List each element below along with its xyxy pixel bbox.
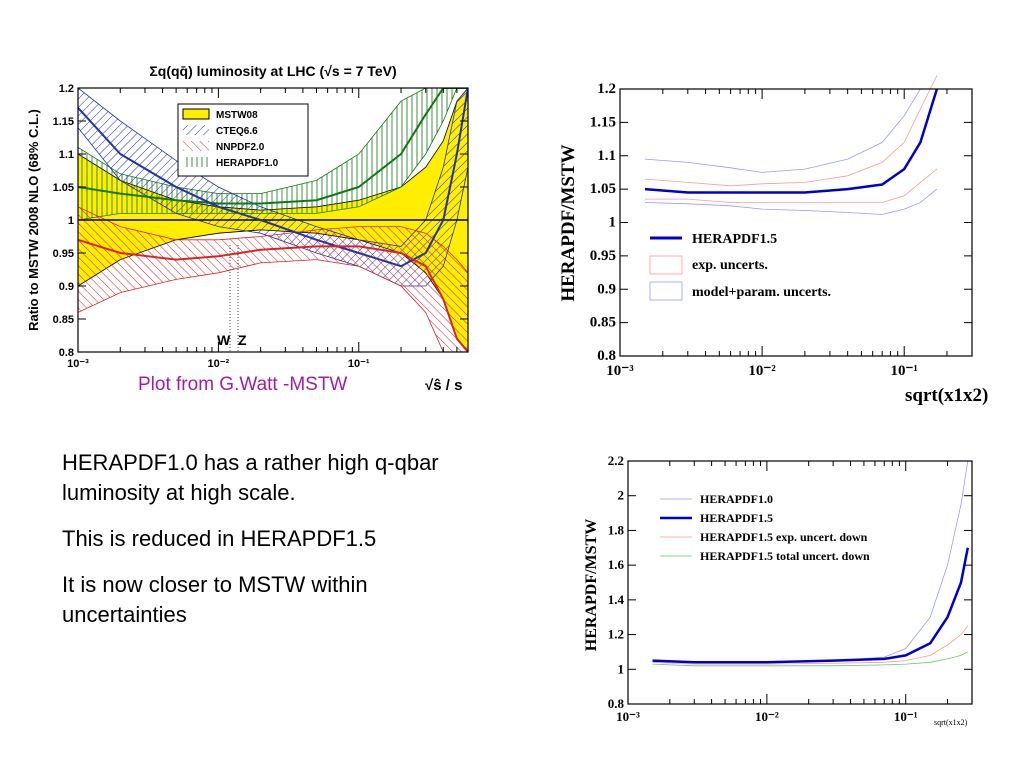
legend-swatch-exp: [649, 255, 683, 275]
x-tick-label: 10⁻³: [616, 709, 640, 724]
y-tick-label: 0.8: [59, 347, 74, 359]
legend-label-herapdf15: HERAPDF1.5: [692, 232, 777, 247]
x-tick-label: 10⁻²: [208, 358, 230, 370]
legend: HERAPDF1.5 exp. uncerts. model+param. un…: [649, 232, 831, 301]
y-tick-label: 1.15: [53, 116, 74, 128]
slide-notes: HERAPDF1.0 has a rather high q-qbar lumi…: [62, 448, 472, 646]
y-tick-label: 0.8: [608, 696, 625, 711]
plot-frame: [627, 460, 973, 705]
y-tick-label: 1.1: [597, 148, 616, 164]
legend-swatch-nnpdf: [183, 141, 209, 151]
y-tick-label: 2.2: [608, 453, 624, 468]
x-axis-label: sqrt(x1x2): [905, 385, 988, 406]
y-tick-label: 1: [618, 661, 625, 676]
y-tick-label: 1.4: [608, 592, 625, 607]
y-tick-label: 1.1: [59, 149, 74, 161]
x-tick-label: 10⁻¹: [348, 358, 370, 370]
x-tick-label: 10⁻¹: [894, 709, 918, 724]
y-axis-label: Ratio to MSTW 2008 NLO (68% C.L.): [26, 109, 41, 331]
x-tick-label: 10⁻²: [748, 363, 776, 379]
legend-label-exp-down: HERAPDF1.5 exp. uncert. down: [700, 530, 868, 544]
plot-frame: [619, 88, 973, 357]
y-tick-label: 1.05: [590, 181, 616, 197]
y-tick-label: 1: [68, 215, 74, 227]
y-tick-label: 0.8: [597, 348, 616, 364]
line-total-down: [652, 651, 968, 667]
exp-upper-line: [644, 75, 938, 187]
legend: HERAPDF1.0 HERAPDF1.5 HERAPDF1.5 exp. un…: [660, 492, 870, 563]
y-tick-label: 0.95: [53, 248, 74, 260]
note-2: This is reduced in HERAPDF1.5: [62, 526, 377, 551]
y-tick-label: 0.9: [597, 281, 616, 297]
line-nnpdf20: [78, 238, 468, 352]
lumi-ratio-chart: Σq(qq̄) luminosity at LHC (√s = 7 TeV) R…: [26, 63, 469, 394]
legend-label-model: model+param. uncerts.: [692, 285, 831, 300]
y-tick-label: 0.9: [59, 281, 74, 293]
x-axis-label: √ŝ / s: [425, 377, 462, 394]
y-tick-label: 2: [618, 488, 625, 503]
herapdf-comparison-chart: 0.8 1 1.2 1.4 1.6 1.8 2 2.2 10⁻³ 10⁻² 10⁻¹ HERAPDF…: [583, 453, 973, 727]
chart-title: Σq(qq̄) luminosity at LHC (√s = 7 TeV): [149, 63, 396, 79]
y-tick-label: 1.05: [53, 182, 74, 194]
y-tick-label: 1.2: [59, 83, 74, 95]
note-3: It is now closer to MSTW within uncertai…: [62, 572, 368, 627]
legend-label-cteq: CTEQ6.6: [216, 126, 258, 137]
y-tick-label: 1.15: [590, 114, 616, 130]
y-tick-label: 1.8: [608, 522, 625, 537]
legend-label-hera10: HERAPDF1.0: [700, 492, 773, 506]
note-1: HERAPDF1.0 has a rather high q-qbar lumi…: [62, 450, 439, 505]
y-tick-label: 1.2: [597, 81, 616, 97]
line-exp-down: [652, 625, 969, 665]
line-herapdf15: [644, 88, 939, 194]
x-tick-label: 10⁻³: [606, 363, 634, 379]
model-lower-line: [644, 188, 938, 215]
w-label: W: [217, 332, 231, 348]
model-upper-line: [644, 88, 937, 173]
legend-label-total-down: HERAPDF1.5 total uncert. down: [700, 549, 870, 563]
y-axis-label: HERAPDF/MSTW: [583, 519, 600, 651]
legend: MSTW08 CTEQ6.6 NNPDF2.0 HERAPDF1.0: [177, 103, 309, 177]
y-tick-label: 0.85: [53, 314, 74, 326]
legend-swatch-model: [649, 281, 683, 301]
line-herapdf10: [78, 88, 468, 205]
x-tick-label: 10⁻¹: [890, 363, 917, 379]
y-tick-label: 1: [609, 215, 617, 231]
y-axis-label: HERAPDF/MSTW: [558, 144, 579, 301]
legend-label-exp: exp. uncerts.: [692, 258, 768, 273]
z-label: Z: [238, 332, 247, 348]
y-tick-label: 1.2: [608, 627, 624, 642]
legend-label-mstw: MSTW08: [216, 110, 258, 121]
legend-label-hera15: HERAPDF1.5: [700, 511, 773, 525]
legend-swatch-mstw: [182, 108, 210, 120]
y-tick-label: 0.95: [590, 248, 616, 264]
y-tick-label: 0.85: [590, 315, 616, 331]
legend-swatch-hera10: [183, 157, 209, 167]
legend-swatch-cteq: [183, 125, 209, 135]
legend-label-nnpdf: NNPDF2.0: [216, 142, 265, 153]
x-tick-label: 10⁻³: [67, 358, 89, 370]
exp-lower-line: [645, 168, 938, 203]
x-tick-label: 10⁻²: [755, 709, 779, 724]
y-tick-label: 1.6: [608, 557, 625, 572]
band-nnpdf20: [78, 206, 468, 352]
legend-label-hera10: HERAPDF1.0: [216, 158, 279, 169]
x-axis-label: sqrt(x1x2): [934, 718, 968, 727]
plot-credit: Plot from G.Watt -MSTW: [138, 374, 348, 395]
herapdf15-ratio-chart: 0.8 0.85 0.9 0.95 1 1.05 1.1 1.15 1.2 10⁻³ 10⁻² 10⁻…: [558, 75, 988, 406]
line-herapdf15: [652, 547, 970, 664]
